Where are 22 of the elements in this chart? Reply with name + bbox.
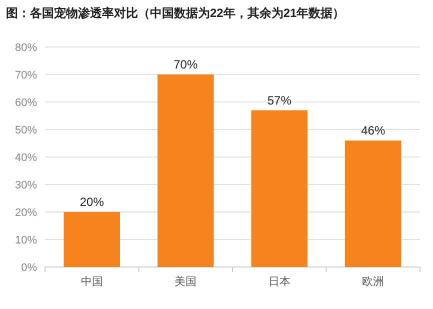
data-label: 20% bbox=[80, 195, 104, 209]
x-tick-label: 美国 bbox=[174, 275, 197, 288]
y-tick-label: 40% bbox=[14, 152, 38, 164]
data-label: 70% bbox=[174, 58, 198, 72]
y-tick-label: 50% bbox=[14, 124, 38, 136]
bar bbox=[64, 212, 120, 267]
x-tick-label: 欧洲 bbox=[362, 275, 384, 288]
y-tick-label: 0% bbox=[21, 262, 38, 274]
bar bbox=[158, 74, 214, 267]
chart-title: 图：各国宠物渗透率对比（中国数据为22年，其余为21年数据） bbox=[6, 6, 345, 20]
x-tick-label: 中国 bbox=[80, 275, 103, 288]
bar bbox=[251, 110, 308, 267]
y-tick-label: 80% bbox=[14, 42, 38, 54]
data-label: 46% bbox=[361, 124, 386, 138]
y-tick-label: 10% bbox=[14, 234, 38, 246]
data-label: 57% bbox=[267, 93, 292, 108]
bar bbox=[345, 140, 402, 267]
y-tick-label: 60% bbox=[14, 97, 38, 109]
y-tick-label: 70% bbox=[14, 70, 38, 82]
y-tick-label: 30% bbox=[14, 180, 38, 192]
y-tick-label: 20% bbox=[14, 207, 38, 219]
x-tick-label: 日本 bbox=[268, 275, 290, 288]
